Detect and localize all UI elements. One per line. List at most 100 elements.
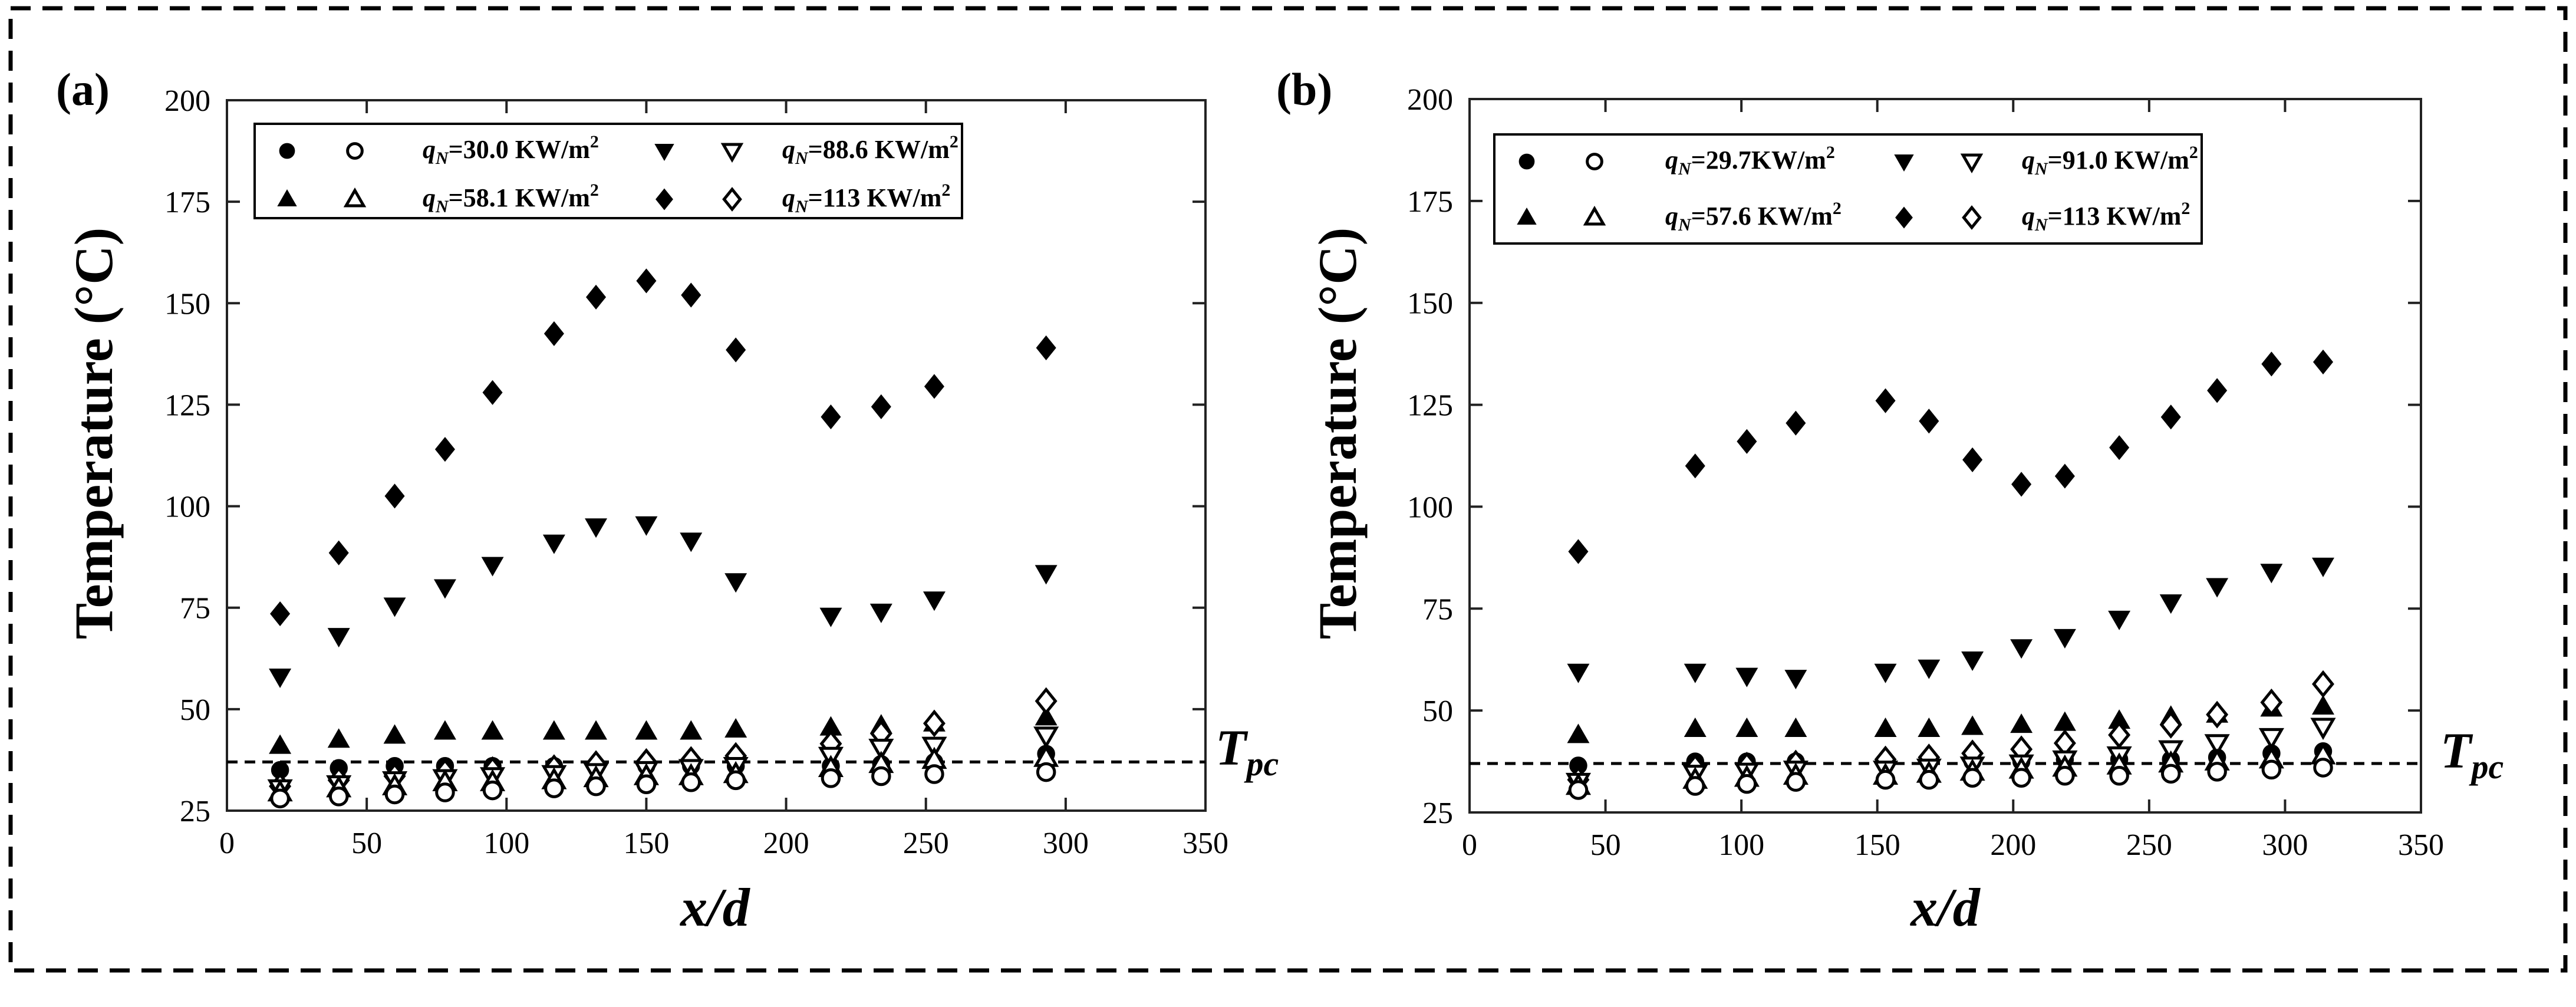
legend-q: q [2022,202,2035,231]
legend-label: qN=113 KW/m2 [782,180,950,216]
legend-label: qN=113 KW/m2 [2022,199,2190,235]
data-point [680,532,703,552]
data-point [2160,764,2181,784]
data-point [1786,772,1806,792]
tpc-label-sub: pc [2469,748,2504,786]
data-point [1685,776,1705,796]
data-point [923,709,946,738]
tpc-label-main: T [2440,722,2473,779]
data-point [542,534,565,554]
data-point [1684,663,1707,683]
legend-label: qN=57.6 KW/m2 [1665,199,1842,235]
data-point [1035,565,1058,585]
data-point [2011,768,2031,788]
legend-marker-open [1960,153,1984,173]
data-point [269,669,292,689]
panel-a: (a) 0 50 100 150 200 250 300 350 25 50 75 100 125 150… [56,64,1279,937]
legend-q: q [782,183,795,212]
legend-q: q [1665,146,1678,175]
data-point [1961,651,1984,671]
data-point [1784,670,1807,690]
legend-value: =58.1 KW/m [449,183,590,212]
x-tick-label: 150 [1854,828,1900,862]
y-tick-label: 175 [1407,185,1453,219]
legend-box [1493,133,2203,245]
data-point [543,321,564,347]
data-point [328,786,349,807]
legend-marker-open [343,187,367,208]
legend-unit-exp: 2 [2181,199,2190,218]
data-point [2312,670,2334,698]
data-point [1786,410,1806,436]
data-point [2207,378,2228,403]
data-point [924,374,944,399]
legend-marker-open [1962,205,1982,230]
data-point [1035,687,1058,715]
legend-label: qN=30.0 KW/m2 [423,132,599,168]
data-point [1875,388,1896,413]
data-point [586,284,607,310]
y-tick-label: 125 [1407,389,1453,423]
data-point [726,770,746,791]
x-axis-title: x/d [1909,877,1981,937]
legend-q: q [423,183,436,212]
legend-q-sub: N [435,197,449,216]
legend-q-sub: N [435,149,449,168]
data-point [1568,539,1589,564]
legend-label: qN=91.0 KW/m2 [2022,143,2198,179]
legend-marker-filled [1894,154,1914,172]
legend-unit-exp: 2 [941,180,950,200]
series [1567,557,2334,690]
data-point [1784,718,1807,738]
plot-frame [1468,98,2422,814]
data-point [726,337,746,363]
data-point [2310,718,2336,741]
data-point [2312,557,2334,577]
data-point [1684,718,1707,738]
data-point [2109,766,2129,786]
data-point [1961,715,1984,735]
data-point [2206,578,2229,598]
legend-unit-exp: 2 [590,132,599,152]
legend-marker-open [1583,206,1606,226]
data-point [2258,728,2284,751]
legend-q-sub: N [795,149,809,168]
data-point [434,437,455,462]
data-point [924,764,944,784]
legend-q: q [782,135,795,164]
data-point [868,739,894,761]
y-axis-title: Temperature (°C) [1307,228,1368,640]
x-tick-label: 50 [351,827,382,860]
data-point [1035,706,1058,726]
legend-value: =57.6 KW/m [1691,202,1833,231]
data-point [2108,610,2131,630]
legend-unit-exp: 2 [590,180,599,200]
data-point [1919,769,1939,790]
data-point [2010,713,2033,733]
data-point [635,720,658,740]
data-point [433,720,456,740]
data-point [1918,659,1941,679]
plot-area: 0 50 100 150 200 250 300 350 25 50 75 100 125 150 175 2… [1407,83,2444,862]
data-point [585,518,608,538]
legend-box [253,123,963,219]
data-point [383,597,406,617]
data-point [1735,718,1758,738]
data-point [482,780,503,801]
x-tick-label: 100 [1718,828,1764,862]
data-point [681,282,701,308]
data-point [1737,774,1757,794]
data-point [481,557,504,577]
legend-marker-filled [1895,206,1913,229]
data-point [2312,695,2334,715]
data-point [821,768,841,788]
data-point [681,772,701,792]
legend-value: =113 KW/m [808,183,942,212]
data-point [585,720,608,740]
legend-marker-open [720,143,744,163]
x-tick-label: 200 [1990,828,2036,862]
legend-marker-open [346,142,364,160]
y-tick-label: 125 [164,389,210,422]
data-point [2261,759,2282,780]
